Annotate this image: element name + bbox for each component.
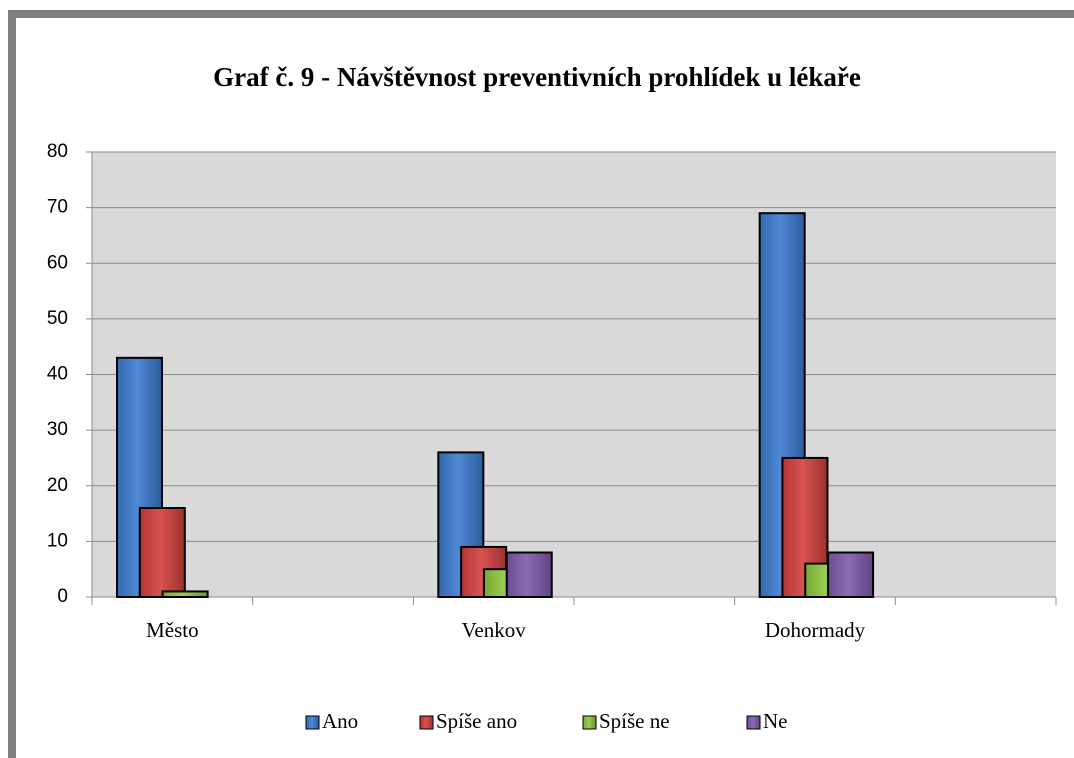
legend-label: Ano bbox=[322, 709, 358, 733]
x-tick-label: Dohormady bbox=[765, 618, 866, 642]
bar bbox=[827, 551, 875, 598]
y-tick-label: 60 bbox=[47, 252, 68, 273]
legend-swatch bbox=[305, 715, 320, 730]
legend-swatch bbox=[419, 715, 434, 730]
legend-label: Spíše ne bbox=[599, 709, 670, 733]
bar bbox=[505, 551, 553, 598]
frame-top bbox=[8, 10, 1074, 18]
y-tick-label: 40 bbox=[47, 364, 68, 385]
legend-label: Ne bbox=[763, 709, 788, 733]
y-tick-label: 10 bbox=[47, 530, 68, 551]
y-tick-label: 80 bbox=[47, 141, 68, 162]
legend-swatch bbox=[582, 715, 597, 730]
frame-left bbox=[8, 10, 16, 758]
bar bbox=[138, 507, 186, 598]
y-tick-label: 70 bbox=[47, 197, 68, 218]
y-tick-label: 50 bbox=[47, 308, 68, 329]
chart-title: Graf č. 9 - Návštěvnost preventivních pr… bbox=[213, 62, 861, 92]
x-tick-label: Venkov bbox=[462, 618, 527, 642]
y-tick-label: 0 bbox=[57, 586, 68, 607]
legend-label: Spíše ano bbox=[436, 709, 517, 733]
y-tick-label: 20 bbox=[47, 475, 68, 496]
x-tick-label: Město bbox=[146, 618, 199, 642]
legend-swatch bbox=[746, 715, 761, 730]
bar bbox=[161, 590, 209, 598]
y-tick-label: 30 bbox=[47, 419, 68, 440]
